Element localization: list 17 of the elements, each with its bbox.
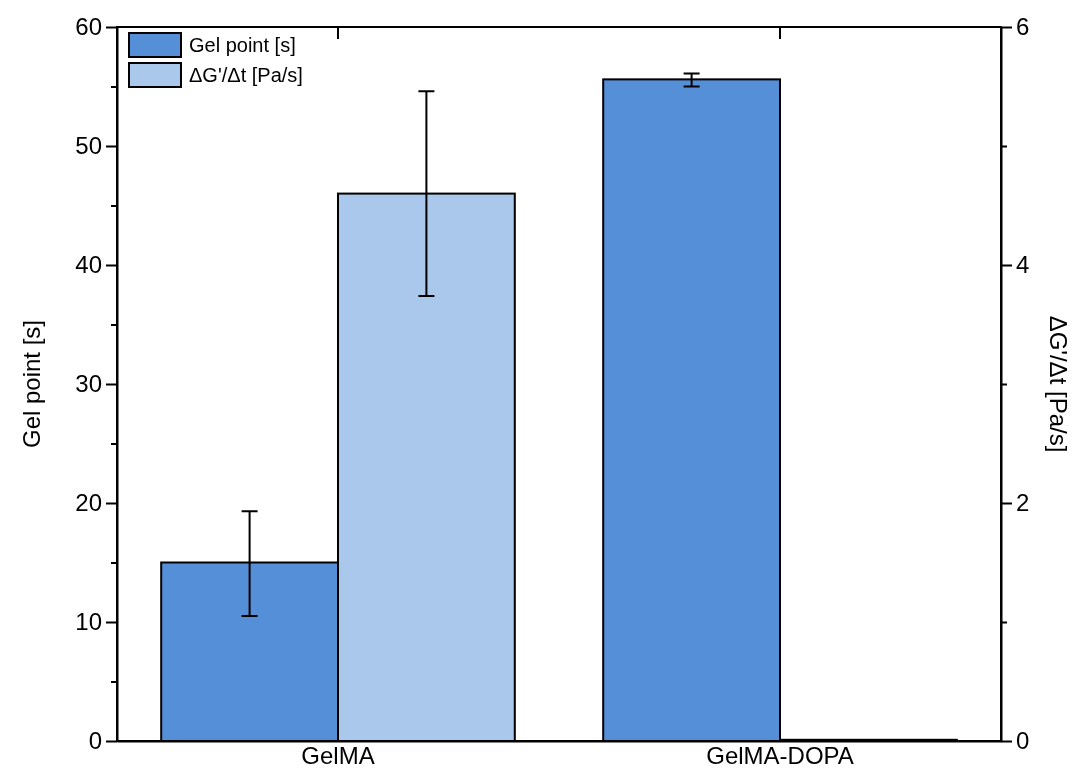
y-tick-label: 10 (75, 608, 102, 636)
legend-label: Gel point [s] (189, 34, 296, 56)
legend-label: ΔG'/Δt [Pa/s] (189, 64, 303, 86)
y2-axis-title: ΔG'/Δt [Pa/s] (1045, 315, 1072, 453)
y-tick-label: 40 (75, 251, 102, 279)
y2-tick-label: 6 (1016, 13, 1030, 41)
y2-tick-label: 0 (1016, 727, 1030, 755)
y-axis-title: Gel point [s] (18, 319, 45, 449)
x-tick-label: GelMA-DOPA (706, 742, 854, 770)
y-tick-label: 60 (75, 13, 102, 41)
x-tick-label: GelMA (301, 742, 375, 770)
y-tick-label: 30 (75, 370, 102, 398)
y-tick-label: 0 (88, 727, 102, 755)
y-tick-label: 20 (75, 489, 102, 517)
y2-tick-label: 2 (1016, 489, 1030, 517)
y2-tick-label: 4 (1016, 251, 1030, 279)
y-tick-label: 50 (75, 132, 102, 160)
